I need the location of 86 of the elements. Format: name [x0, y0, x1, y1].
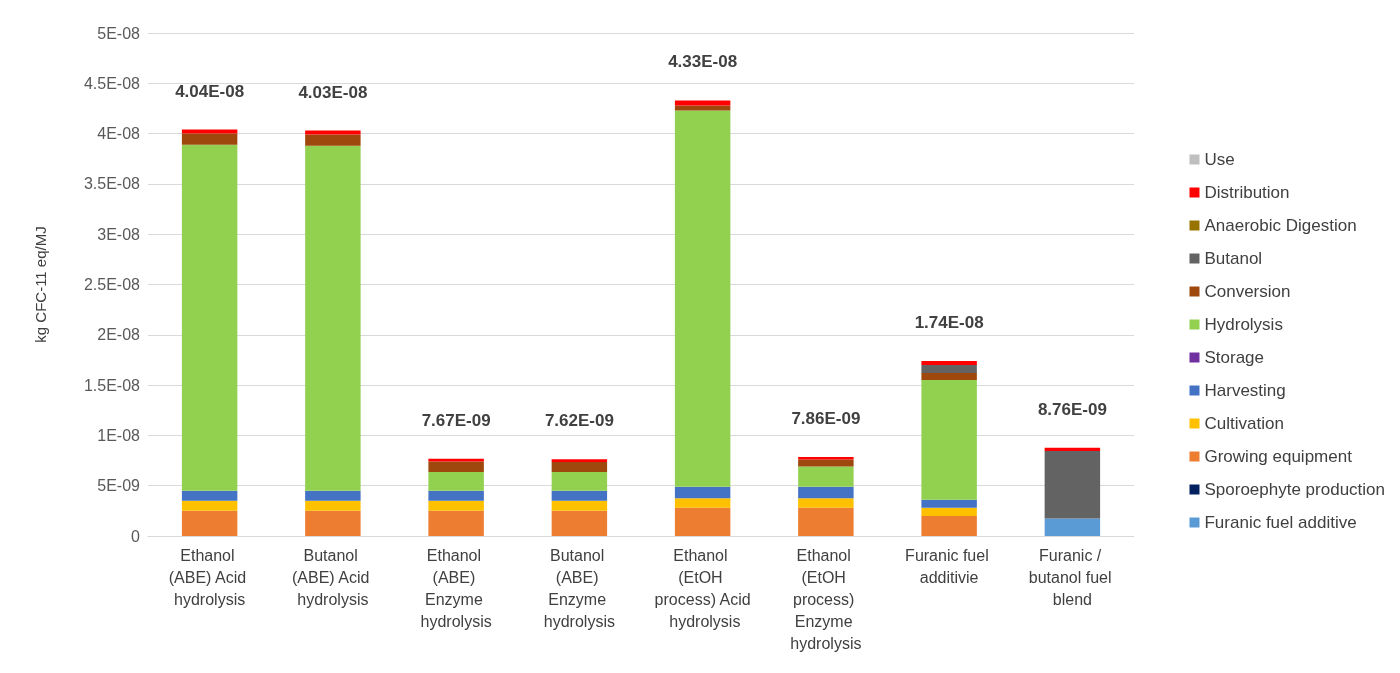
bar: [305, 145, 361, 491]
bar: [1044, 518, 1101, 536]
bar: [305, 510, 361, 536]
legend-label: Hydrolysis: [1204, 315, 1283, 334]
bar: [181, 129, 238, 134]
bar: [181, 510, 238, 536]
total-label: 8.76E-09: [1037, 399, 1107, 419]
x-tick-label: Furanic fuel additivie: [905, 546, 994, 586]
bar: [428, 458, 484, 462]
legend-label: Harvesting: [1204, 381, 1286, 400]
legend-label: Storage: [1204, 348, 1265, 367]
total-label: 4.03E-08: [298, 82, 368, 102]
bar: [674, 100, 731, 106]
bar: [305, 134, 361, 146]
bar: [674, 486, 731, 499]
legend-label: Growing equipment: [1204, 447, 1353, 466]
x-tick-label: Ethanol (EtOH process) Enzyme hydrolysis: [790, 546, 862, 652]
bar: [674, 105, 731, 111]
legend-label: Furanic fuel additive: [1204, 513, 1357, 532]
total-label: 7.67E-09: [421, 410, 491, 430]
total-label: 7.86E-09: [791, 408, 861, 428]
bar: [181, 500, 238, 511]
bar: [798, 459, 854, 467]
bar: [798, 486, 854, 499]
y-tick-label: 1.5E-08: [83, 376, 141, 394]
bar: [798, 466, 854, 487]
bar: [551, 490, 608, 501]
bar: [921, 360, 977, 365]
x-tick-label: Butanol (ABE) Acid hydrolysis: [291, 546, 374, 608]
bar: [181, 133, 238, 145]
legend-label: Conversion: [1204, 282, 1291, 301]
x-tick-label: Butanol (ABE) Enzyme hydrolysis: [543, 546, 615, 630]
x-tick-label: Ethanol (ABE) Enzyme hydrolysis: [420, 546, 492, 630]
bar: [921, 373, 977, 381]
bar: [674, 507, 731, 536]
x-tick-label: Ethanol (ABE) Acid hydrolysis: [168, 546, 251, 608]
bar: [1044, 447, 1101, 451]
bar: [428, 461, 484, 473]
bar: [551, 500, 608, 511]
y-tick-label: 2E-08: [97, 326, 141, 344]
bar: [551, 472, 608, 491]
bar: [428, 500, 484, 511]
bar: [305, 490, 361, 501]
bar: [798, 498, 854, 508]
bar: [674, 110, 731, 487]
legend-label: Distribution: [1204, 183, 1290, 202]
y-tick-label: 5E-09: [97, 477, 141, 495]
bar: [305, 130, 361, 135]
y-tick-label: 3E-08: [97, 225, 141, 243]
bar: [798, 507, 854, 536]
x-tick-label: Ethanol (EtOH process) Acid hydrolysis: [654, 546, 751, 630]
bar: [428, 472, 484, 491]
bar: [428, 510, 484, 536]
bar: [551, 510, 608, 536]
legend-label: Sporoephyte production: [1204, 480, 1386, 499]
bar: [551, 459, 608, 463]
y-tick-label: 1E-08: [97, 426, 141, 444]
bar: [551, 462, 608, 473]
bar: [921, 507, 977, 516]
bar: [181, 144, 238, 491]
legend-label: Cultivation: [1204, 414, 1284, 433]
y-tick-label: 0: [131, 527, 141, 545]
y-axis-title: kg CFC-11 eq/MJ: [32, 226, 49, 343]
bar: [1044, 450, 1101, 519]
bar: [798, 456, 854, 460]
bar: [921, 380, 977, 500]
y-tick-label: 2.5E-08: [83, 276, 141, 293]
y-tick-label: 5E-08: [97, 24, 141, 42]
bar: [181, 490, 238, 501]
bar: [674, 498, 731, 508]
y-tick-label: 4E-08: [97, 125, 141, 143]
legend-label: Butanol: [1204, 249, 1263, 268]
bar: [921, 515, 977, 536]
total-label: 4.33E-08: [668, 52, 738, 72]
total-label: 1.74E-08: [914, 312, 984, 332]
total-label: 7.62E-09: [544, 411, 614, 431]
bar: [921, 364, 977, 374]
bar: [305, 500, 361, 511]
y-tick-label: 3.5E-08: [83, 175, 141, 193]
x-tick-label: Furanic / butanol fuel blend: [1028, 546, 1116, 608]
legend-label: Use: [1204, 150, 1235, 169]
y-tick-label: 4.5E-08: [83, 74, 141, 92]
legend-label: Anaerobic Digestion: [1204, 216, 1357, 235]
bar: [921, 499, 977, 508]
total-label: 4.04E-08: [175, 81, 245, 101]
bar: [428, 490, 484, 501]
